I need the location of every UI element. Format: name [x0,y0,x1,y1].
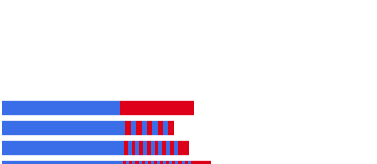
Bar [2,140,120,156]
Bar [175,160,178,164]
Bar [142,120,147,136]
Bar [2,100,120,116]
Bar [143,140,147,156]
Bar [2,120,120,136]
Bar [152,120,158,136]
Bar [120,120,174,136]
Bar [2,160,120,164]
Bar [120,160,123,164]
Bar [181,160,185,164]
Bar [151,160,154,164]
Bar [157,160,160,164]
Bar [120,160,211,164]
Bar [163,120,169,136]
Bar [163,160,166,164]
Bar [132,160,135,164]
Bar [169,160,172,164]
Bar [151,140,155,156]
Bar [135,140,139,156]
Bar [120,140,189,156]
Bar [120,140,124,156]
Bar [128,140,132,156]
Bar [188,160,191,164]
Bar [158,140,162,156]
Bar [166,140,170,156]
Bar [131,120,136,136]
Bar [120,100,194,116]
Bar [120,120,126,136]
Bar [174,140,178,156]
Bar [126,160,129,164]
Bar [138,160,142,164]
Bar [145,160,148,164]
